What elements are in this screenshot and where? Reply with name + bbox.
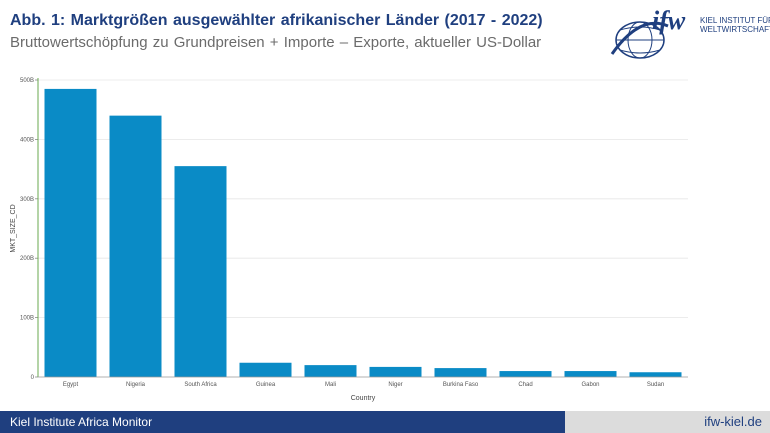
y-axis-title: MKT_SIZE_CD — [10, 204, 17, 252]
bar-layer — [44, 88, 682, 377]
bar-mali[interactable] — [304, 365, 357, 377]
axis-layer: 0 100B 200B 300B 400B 500B Egypt Nigeria South A… — [20, 78, 688, 388]
x-tick-label: Mali — [325, 382, 336, 388]
bar-south-africa[interactable] — [174, 166, 227, 377]
bar-burkina-faso[interactable] — [434, 368, 487, 377]
globe-icon — [610, 21, 669, 59]
x-tick-label: Burkina Faso — [443, 382, 479, 388]
y-tick-label: 400B — [20, 137, 34, 143]
bar-nigeria[interactable] — [109, 115, 162, 377]
y-tick-label: 500B — [20, 78, 34, 84]
bar-egypt[interactable] — [44, 88, 97, 377]
page-title: Abb. 1: Marktgrößen ausgewählter afrikan… — [10, 12, 543, 29]
footer-website[interactable]: ifw-kiel.de — [565, 411, 770, 433]
logo-text-line1: KIEL INSTITUT FÜR — [700, 16, 770, 25]
bar-gabon[interactable] — [564, 371, 617, 377]
y-tick-label: 0 — [31, 375, 35, 381]
bar-guinea[interactable] — [239, 362, 292, 377]
x-tick-label: Chad — [518, 382, 532, 388]
x-tick-label: Guinea — [256, 382, 276, 388]
logo-mark: ifw — [652, 6, 686, 35]
footer-institute-name: Kiel Institute Africa Monitor — [0, 411, 565, 433]
x-tick-label: Egypt — [63, 382, 79, 388]
logo-text-line2: WELTWIRTSCHAFT — [700, 25, 770, 34]
x-axis-title: Country — [351, 395, 376, 402]
x-tick-label: Niger — [388, 382, 402, 388]
bar-chad[interactable] — [499, 371, 552, 377]
footer: Kiel Institute Africa Monitor ifw-kiel.d… — [0, 411, 770, 433]
x-tick-label: Nigeria — [126, 382, 146, 388]
y-tick-label: 200B — [20, 256, 34, 262]
page-subtitle: Bruttowertschöpfung zu Grundpreisen + Im… — [10, 34, 542, 51]
bar-sudan[interactable] — [629, 372, 682, 377]
ifw-logo: ifw KIEL INSTITUT FÜR WELTWIRTSCHAFT — [610, 4, 770, 62]
x-tick-label: South Africa — [184, 382, 217, 388]
x-tick-label: Sudan — [647, 382, 664, 388]
x-tick-label: Gabon — [581, 382, 599, 388]
bar-niger[interactable] — [369, 366, 422, 377]
y-tick-label: 300B — [20, 197, 34, 203]
y-tick-label: 100B — [20, 316, 34, 322]
